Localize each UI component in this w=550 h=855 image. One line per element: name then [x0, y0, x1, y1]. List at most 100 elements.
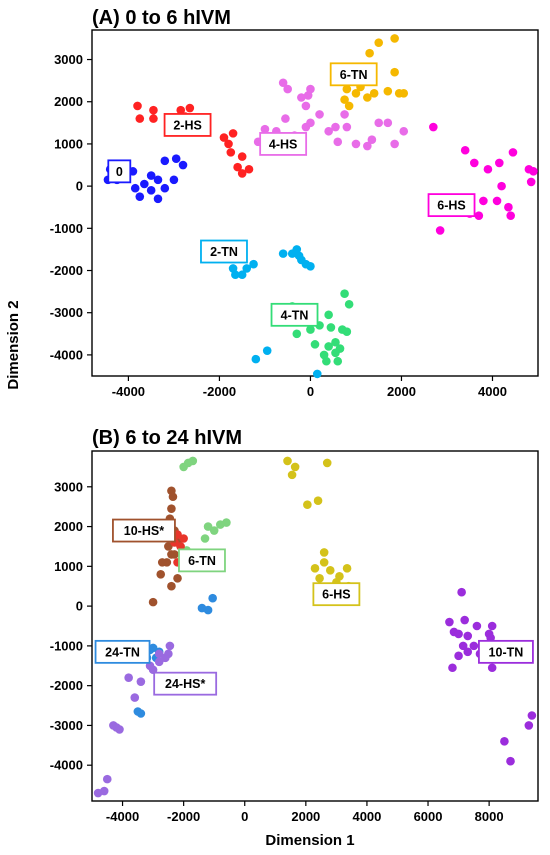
data-point [173, 573, 182, 583]
data-point [333, 137, 343, 147]
data-point [326, 323, 336, 332]
data-point [283, 84, 292, 94]
data-point [342, 564, 352, 573]
data-point [306, 325, 315, 334]
data-point [325, 566, 335, 575]
data-point [331, 348, 340, 358]
data-point [310, 564, 320, 573]
cluster-label-box [312, 582, 361, 607]
data-point [324, 126, 333, 136]
cluster-label: 6-HS [437, 199, 465, 213]
data-point [497, 181, 506, 191]
data-point [374, 118, 384, 128]
data-point [448, 663, 457, 673]
data-point [133, 101, 142, 111]
data-point [529, 167, 538, 176]
y-tick-label: -3000 [50, 718, 83, 733]
panel-b: (B) 6 to 24 hIVM 3000 2000 1000 0 -1000 -2000… [50, 427, 539, 824]
data-point [463, 647, 473, 657]
data-point [365, 48, 374, 58]
data-point [383, 86, 393, 96]
data-point [160, 183, 170, 193]
data-point [315, 573, 324, 583]
y-tick-label: 0 [76, 599, 83, 614]
data-point [251, 354, 261, 364]
data-point [506, 211, 515, 220]
data-point [344, 101, 354, 111]
data-point [146, 171, 156, 180]
data-point [130, 693, 140, 702]
data-point [237, 152, 247, 161]
data-point [306, 118, 315, 128]
data-point [487, 663, 497, 673]
data-point [146, 186, 156, 195]
cluster-label: 10-TN [489, 645, 524, 659]
data-point [319, 548, 329, 557]
data-point [472, 621, 482, 631]
data-point [306, 261, 315, 271]
x-tick-label: 0 [241, 809, 248, 824]
data-point [203, 522, 213, 531]
data-point [460, 145, 470, 155]
data-point [179, 534, 188, 543]
data-point [331, 337, 340, 347]
data-point [167, 581, 176, 591]
x-tick-label: -4000 [112, 384, 145, 399]
data-point [363, 93, 372, 102]
data-point [130, 183, 140, 193]
panel-a-y-ticks: 3000 2000 1000 0 -1000 -2000 -3000 -4000 [50, 52, 92, 362]
data-point [324, 310, 333, 320]
data-point [342, 327, 352, 336]
data-point [312, 369, 322, 379]
data-point [148, 597, 158, 607]
panel-b-x-ticks: -4000 -2000 0 2000 4000 6000 8000 [106, 801, 504, 824]
cluster-label-box [107, 159, 132, 184]
data-point [383, 118, 393, 128]
data-point [249, 259, 258, 269]
data-point [135, 192, 145, 201]
data-point [133, 707, 143, 716]
data-point [209, 526, 219, 535]
panel-a-title: (A) 0 to 6 hIVM [92, 7, 231, 29]
y-tick-label: 2000 [54, 519, 83, 534]
cluster-label-box [478, 639, 534, 664]
data-point [224, 139, 233, 149]
cluster-label-box [163, 113, 212, 137]
data-point [333, 356, 343, 366]
data-point [292, 329, 302, 339]
data-point [390, 34, 399, 43]
data-point [124, 673, 133, 683]
data-point [167, 550, 176, 559]
data-point [176, 105, 186, 115]
cluster-label: 6-TN [188, 554, 216, 568]
data-point [303, 500, 312, 509]
cluster-label-box [153, 671, 218, 696]
data-point [351, 88, 361, 98]
data-point [306, 84, 315, 94]
data-point [153, 175, 163, 185]
y-tick-label: 3000 [54, 479, 83, 494]
cluster-label: 24-TN [105, 645, 140, 659]
data-point [322, 356, 331, 366]
data-point [283, 456, 292, 466]
data-point [454, 651, 463, 661]
data-point [342, 122, 352, 132]
cluster-label: 4-HS [269, 137, 297, 151]
data-point [469, 641, 479, 651]
x-tick-label: 6000 [414, 809, 443, 824]
data-point [169, 175, 179, 185]
data-point [136, 677, 146, 686]
data-point [458, 641, 468, 651]
data-point [474, 211, 484, 220]
x-tick-label: 2000 [387, 384, 416, 399]
data-point [463, 631, 473, 641]
cluster-label: 2-TN [210, 245, 238, 259]
data-point [319, 558, 329, 567]
data-point [369, 88, 379, 98]
panel-a-x-ticks: -4000 -2000 0 2000 4000 [112, 376, 507, 399]
data-point [313, 496, 323, 506]
data-point [363, 141, 372, 151]
data-point [178, 160, 188, 170]
cluster-label-box [94, 639, 151, 664]
data-point [154, 649, 164, 659]
